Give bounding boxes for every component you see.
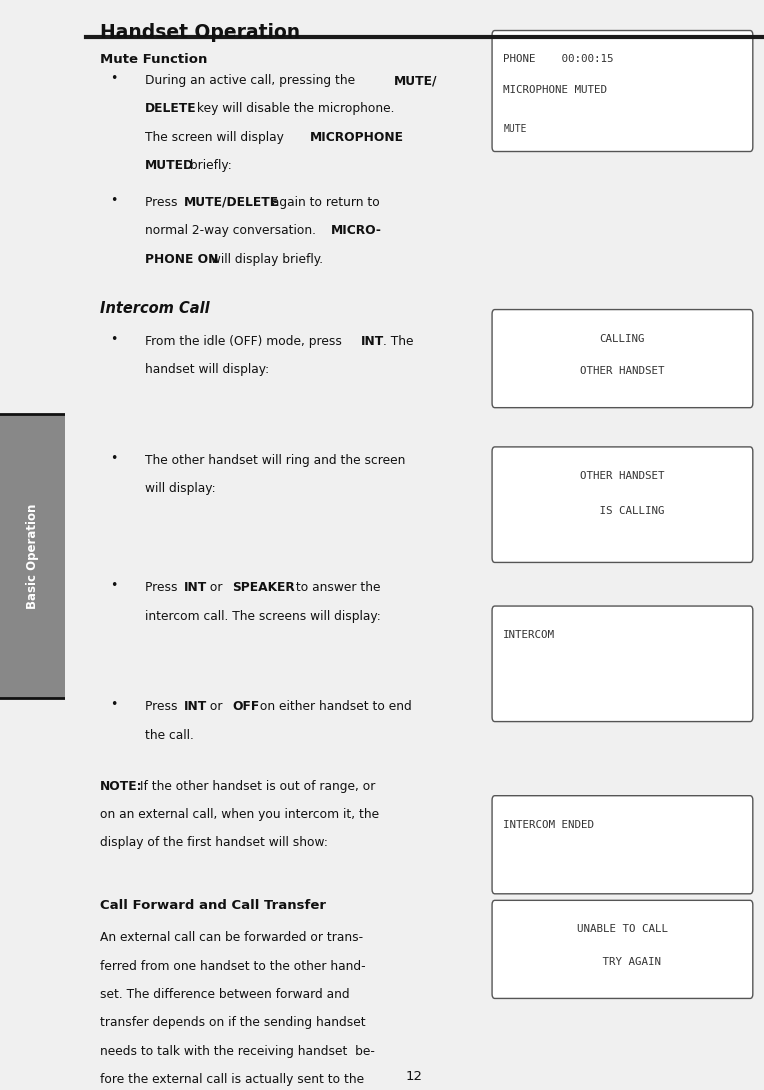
FancyBboxPatch shape — [492, 606, 753, 722]
Text: Intercom Call: Intercom Call — [100, 301, 209, 316]
Text: display of the first handset will show:: display of the first handset will show: — [100, 836, 328, 849]
Text: OTHER HANDSET: OTHER HANDSET — [580, 471, 665, 481]
Text: or: or — [206, 701, 226, 714]
Text: normal 2-way conversation.: normal 2-way conversation. — [145, 225, 320, 238]
Text: MUTE/: MUTE/ — [393, 74, 437, 87]
Text: During an active call, pressing the: During an active call, pressing the — [145, 74, 359, 87]
Text: Call Forward and Call Transfer: Call Forward and Call Transfer — [100, 899, 326, 912]
Text: set. The difference between forward and: set. The difference between forward and — [100, 989, 349, 1001]
Text: MICRO-: MICRO- — [331, 225, 381, 238]
Text: the call.: the call. — [145, 729, 194, 742]
Text: Mute Function: Mute Function — [100, 53, 207, 66]
Text: INTERCOM ENDED: INTERCOM ENDED — [503, 820, 594, 829]
Bar — [0, 414, 65, 698]
Text: Press: Press — [145, 581, 182, 594]
Text: PHONE ON: PHONE ON — [145, 253, 219, 266]
Text: From the idle (OFF) mode, press: From the idle (OFF) mode, press — [145, 335, 346, 348]
Text: The screen will display: The screen will display — [145, 131, 288, 144]
Text: IS CALLING: IS CALLING — [580, 506, 665, 516]
Text: MUTE: MUTE — [503, 124, 526, 134]
Text: SPEAKER: SPEAKER — [232, 581, 295, 594]
FancyBboxPatch shape — [492, 310, 753, 408]
Text: •: • — [110, 72, 118, 85]
Text: key will disable the microphone.: key will disable the microphone. — [193, 102, 394, 116]
Text: If the other handset is out of range, or: If the other handset is out of range, or — [136, 779, 376, 792]
Text: OFF: OFF — [232, 701, 259, 714]
Text: MUTED: MUTED — [145, 159, 195, 172]
Text: transfer depends on if the sending handset: transfer depends on if the sending hands… — [100, 1017, 365, 1029]
Text: fore the external call is actually sent to the: fore the external call is actually sent … — [100, 1074, 364, 1086]
Text: MUTE/DELETE: MUTE/DELETE — [184, 196, 279, 209]
Text: on an external call, when you intercom it, the: on an external call, when you intercom i… — [100, 808, 379, 821]
Text: •: • — [110, 451, 118, 464]
Text: •: • — [110, 194, 118, 207]
Text: or: or — [206, 581, 226, 594]
Text: •: • — [110, 699, 118, 712]
Text: INT: INT — [184, 701, 207, 714]
FancyBboxPatch shape — [492, 796, 753, 894]
Text: CALLING: CALLING — [600, 334, 645, 343]
Text: 12: 12 — [406, 1070, 423, 1083]
Text: Handset Operation: Handset Operation — [100, 23, 300, 41]
FancyBboxPatch shape — [492, 447, 753, 562]
Text: again to return to: again to return to — [268, 196, 380, 209]
Text: An external call can be forwarded or trans-: An external call can be forwarded or tra… — [100, 932, 363, 944]
Text: will display:: will display: — [145, 482, 216, 495]
FancyBboxPatch shape — [492, 31, 753, 152]
Text: ferred from one handset to the other hand-: ferred from one handset to the other han… — [100, 960, 365, 972]
Text: needs to talk with the receiving handset  be-: needs to talk with the receiving handset… — [100, 1045, 375, 1057]
Text: Press: Press — [145, 701, 182, 714]
Text: DELETE: DELETE — [145, 102, 197, 116]
Text: NOTE:: NOTE: — [100, 779, 143, 792]
Text: handset will display:: handset will display: — [145, 363, 270, 376]
Text: MICROPHONE MUTED: MICROPHONE MUTED — [503, 85, 607, 95]
Text: briefly:: briefly: — [186, 159, 231, 172]
Text: INTERCOM: INTERCOM — [503, 630, 555, 640]
FancyBboxPatch shape — [492, 900, 753, 998]
Text: intercom call. The screens will display:: intercom call. The screens will display: — [145, 609, 381, 622]
Text: OTHER HANDSET: OTHER HANDSET — [580, 366, 665, 376]
Text: INT: INT — [184, 581, 207, 594]
Text: Press: Press — [145, 196, 182, 209]
Text: INT: INT — [361, 335, 384, 348]
Text: on either handset to end: on either handset to end — [256, 701, 412, 714]
Text: TRY AGAIN: TRY AGAIN — [584, 957, 662, 967]
Text: •: • — [110, 579, 118, 592]
Text: •: • — [110, 332, 118, 346]
Text: UNABLE TO CALL: UNABLE TO CALL — [577, 924, 668, 934]
Text: Basic Operation: Basic Operation — [26, 504, 39, 608]
Text: will display briefly.: will display briefly. — [207, 253, 323, 266]
Text: The other handset will ring and the screen: The other handset will ring and the scre… — [145, 453, 406, 467]
Text: MICROPHONE: MICROPHONE — [309, 131, 403, 144]
Text: . The: . The — [383, 335, 413, 348]
Text: PHONE    00:00:15: PHONE 00:00:15 — [503, 54, 613, 64]
Text: to answer the: to answer the — [292, 581, 380, 594]
